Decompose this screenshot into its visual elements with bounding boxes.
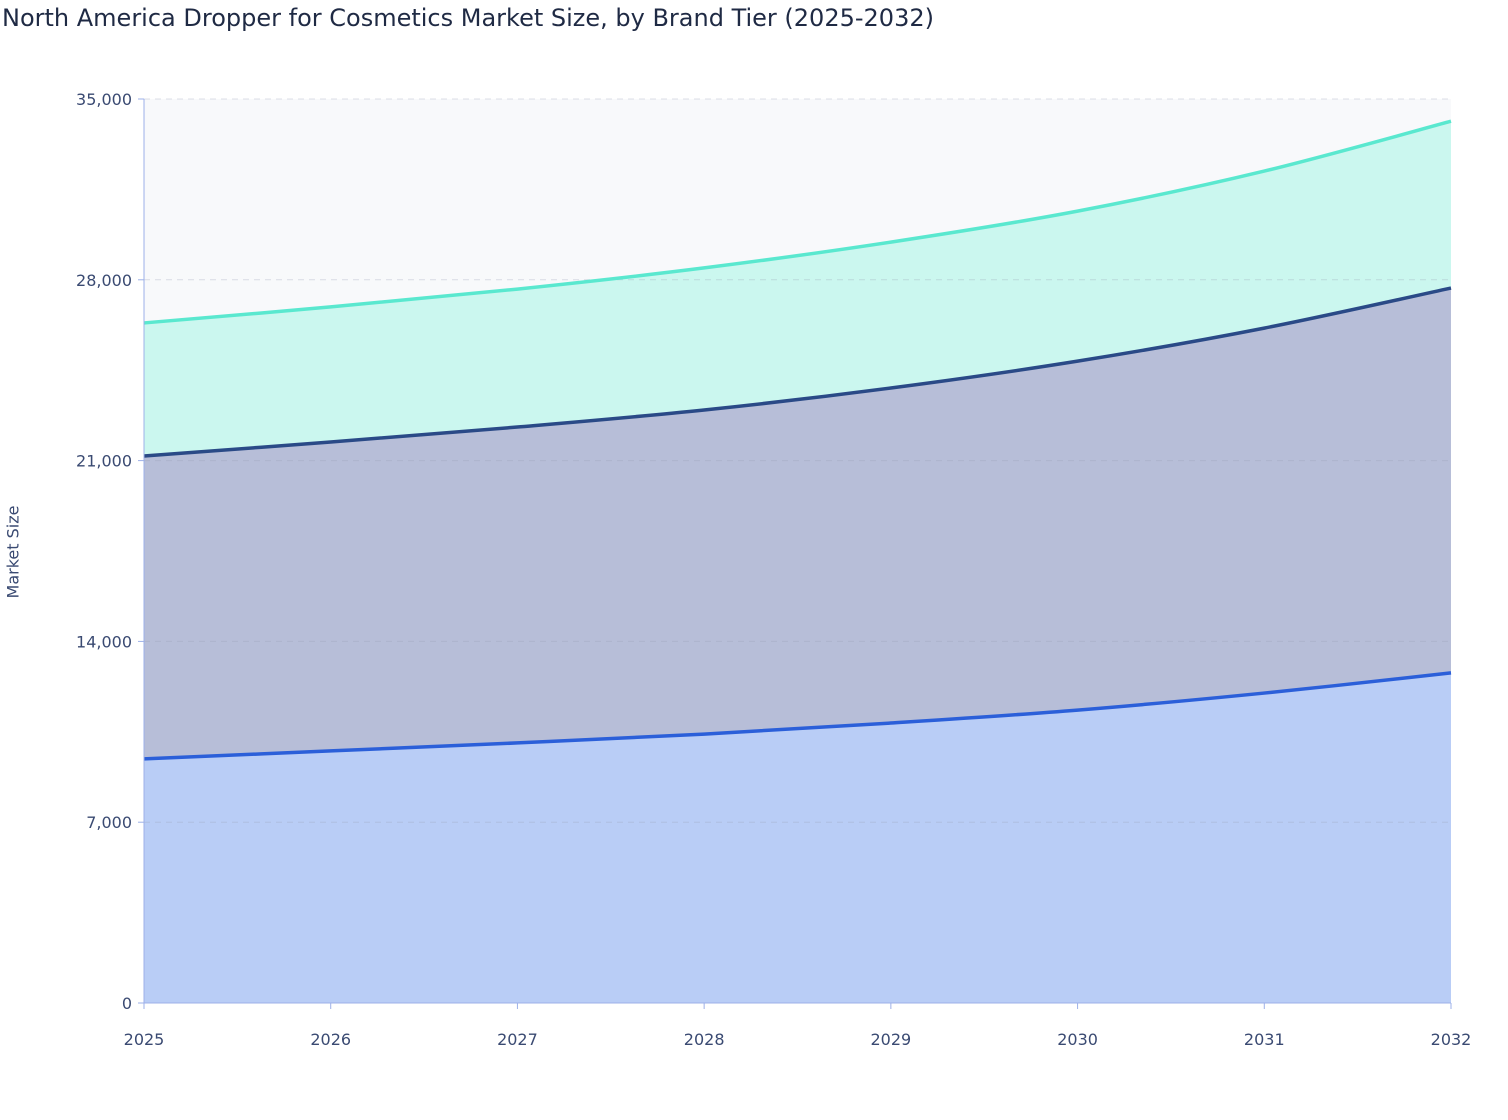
x-tick-label: 2030 xyxy=(1057,1030,1098,1049)
area-series-1 xyxy=(144,672,1451,1003)
line-series-1 xyxy=(143,671,1452,761)
area-series-2 xyxy=(144,288,1451,759)
line-series-2 xyxy=(143,286,1452,458)
x-tick-label: 2025 xyxy=(124,1030,165,1049)
y-tick-label: 28,000 xyxy=(76,271,132,290)
x-tick-label: 2026 xyxy=(310,1030,351,1049)
x-tick-label: 2028 xyxy=(684,1030,725,1049)
x-tick-label: 2027 xyxy=(497,1030,538,1049)
y-tick-label: 14,000 xyxy=(76,632,132,651)
x-tick-label: 2032 xyxy=(1431,1030,1472,1049)
area-series-3 xyxy=(144,121,1451,456)
x-tick-label: 2031 xyxy=(1244,1030,1285,1049)
y-tick-label: 0 xyxy=(122,994,132,1013)
y-tick-label: 35,000 xyxy=(76,90,132,109)
chart-title: North America Dropper for Cosmetics Mark… xyxy=(2,4,934,32)
y-tick-label: 7,000 xyxy=(86,813,132,832)
y-tick-label: 21,000 xyxy=(76,452,132,471)
line-series-3 xyxy=(143,119,1452,325)
x-tick-label: 2029 xyxy=(870,1030,911,1049)
